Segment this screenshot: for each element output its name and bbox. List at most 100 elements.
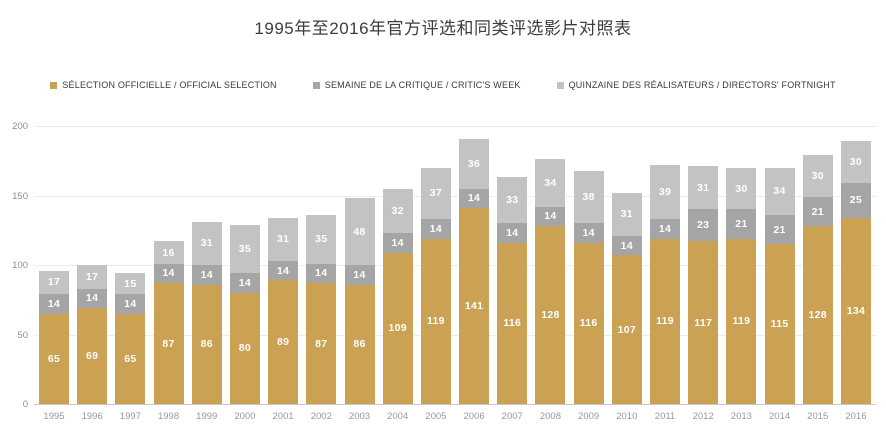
legend-swatch-critics-week xyxy=(312,81,320,89)
segment-critics-week-2003: 14 xyxy=(344,265,375,285)
segment-value-label: 25 xyxy=(849,194,863,207)
bar-2003: 86 14 48 2003 xyxy=(344,198,375,422)
plot-area: 65 14 17 1995 69 14 17 1996 65 14 15 1997 87 14 16 1998… xyxy=(12,121,876,422)
segment-value-label: 115 xyxy=(770,318,789,331)
x-tick-label-2011: 2011 xyxy=(654,411,676,422)
gridline-50 xyxy=(34,334,876,336)
segment-value-label: 30 xyxy=(849,156,863,169)
segment-critics-week-2015: 21 xyxy=(802,196,833,227)
segment-value-label: 39 xyxy=(658,186,672,199)
segment-official-selection-2015: 128 xyxy=(802,226,833,404)
x-tick-label-2004: 2004 xyxy=(387,411,409,422)
x-tick-label-2001: 2001 xyxy=(272,411,294,422)
bar-2010: 107 14 31 2010 xyxy=(611,192,642,422)
bar-2008: 128 14 34 2008 xyxy=(535,159,566,422)
segment-directors-fortnight-2008: 34 xyxy=(535,159,566,207)
x-tick-label-1998: 1998 xyxy=(157,411,180,422)
segment-directors-fortnight-2016: 30 xyxy=(840,141,871,183)
segment-value-label: 128 xyxy=(541,309,560,322)
segment-value-label: 14 xyxy=(276,264,290,277)
x-tick-label-2013: 2013 xyxy=(730,411,752,422)
x-tick-label-2006: 2006 xyxy=(463,411,485,422)
segment-value-label: 31 xyxy=(697,181,710,194)
segment-value-label: 31 xyxy=(276,233,290,246)
segment-critics-week-2014: 21 xyxy=(764,215,795,245)
segment-value-label: 14 xyxy=(391,236,404,249)
segment-value-label: 65 xyxy=(124,352,137,365)
segment-official-selection-2001: 89 xyxy=(268,280,299,404)
segment-value-label: 14 xyxy=(124,297,137,310)
segment-value-label: 21 xyxy=(773,223,786,236)
segment-value-label: 16 xyxy=(162,246,175,259)
segment-value-label: 65 xyxy=(47,352,61,365)
bar-2002: 87 14 35 2002 xyxy=(306,215,337,422)
segment-directors-fortnight-2011: 39 xyxy=(650,164,680,220)
bar-2000: 80 14 35 2000 xyxy=(229,224,260,422)
segment-critics-week-2004: 14 xyxy=(382,233,413,253)
y-tick-label-200: 200 xyxy=(12,121,28,132)
segment-value-label: 89 xyxy=(276,336,290,349)
segment-official-selection-2007: 116 xyxy=(497,242,528,404)
segment-value-label: 119 xyxy=(656,315,674,328)
segment-value-label: 32 xyxy=(391,204,404,217)
legend-label-official-selection: SÉLECTION OFFICIELLE / OFFICIAL SELECTIO… xyxy=(62,80,277,90)
bar-2015: 128 21 30 2015 xyxy=(802,155,833,422)
x-tick-label-2007: 2007 xyxy=(501,411,523,422)
segment-directors-fortnight-2015: 30 xyxy=(802,155,833,197)
segment-directors-fortnight-2014: 34 xyxy=(764,167,795,216)
segment-official-selection-2000: 80 xyxy=(229,292,260,404)
segment-critics-week-2010: 14 xyxy=(611,235,642,256)
segment-value-label: 48 xyxy=(353,225,366,238)
segment-value-label: 35 xyxy=(238,243,252,256)
bar-1998: 87 14 16 1998 xyxy=(153,241,184,422)
segment-directors-fortnight-2003: 48 xyxy=(344,198,375,265)
segment-critics-week-2008: 14 xyxy=(535,206,566,227)
segment-directors-fortnight-1995: 17 xyxy=(39,270,69,295)
segment-value-label: 34 xyxy=(544,176,557,189)
segment-official-selection-1997: 65 xyxy=(115,313,146,404)
segment-value-label: 87 xyxy=(315,337,328,350)
segment-critics-week-1997: 14 xyxy=(115,294,146,314)
segment-value-label: 17 xyxy=(86,270,99,283)
segment-official-selection-2009: 116 xyxy=(573,242,604,404)
x-tick-label-2010: 2010 xyxy=(616,411,638,422)
bar-1997: 65 14 15 1997 xyxy=(115,273,146,422)
x-tick-label-2005: 2005 xyxy=(425,411,447,422)
segment-official-selection-2002: 87 xyxy=(306,283,337,404)
bar-1995: 65 14 17 1995 xyxy=(39,270,69,422)
segment-value-label: 119 xyxy=(426,315,445,328)
segment-directors-fortnight-1999: 31 xyxy=(191,221,222,265)
segment-directors-fortnight-2010: 31 xyxy=(611,192,642,236)
segment-value-label: 86 xyxy=(353,338,366,351)
segment-critics-week-1996: 14 xyxy=(77,288,108,309)
x-tick-label-2003: 2003 xyxy=(348,411,371,422)
segment-directors-fortnight-2004: 32 xyxy=(382,188,413,233)
segment-critics-week-2009: 14 xyxy=(573,223,604,243)
segment-official-selection-1996: 69 xyxy=(77,308,108,404)
segment-critics-week-1999: 14 xyxy=(191,265,222,285)
segment-value-label: 38 xyxy=(582,190,595,203)
y-tick-label-150: 150 xyxy=(12,190,28,202)
bar-2006: 141 14 36 2006 xyxy=(459,138,490,422)
segment-official-selection-2008: 128 xyxy=(535,226,566,404)
segment-official-selection-2010: 107 xyxy=(611,255,642,404)
segment-official-selection-2012: 117 xyxy=(688,241,719,404)
segment-value-label: 21 xyxy=(735,218,748,231)
segment-value-label: 14 xyxy=(162,267,175,280)
segment-critics-week-2011: 14 xyxy=(650,219,680,239)
segment-critics-week-2002: 14 xyxy=(306,263,337,284)
gridline-150 xyxy=(34,195,876,197)
segment-directors-fortnight-2001: 31 xyxy=(268,217,299,261)
legend: SÉLECTION OFFICIELLE / OFFICIAL SELECTIO… xyxy=(0,80,886,90)
bar-2013: 119 21 30 2013 xyxy=(726,167,757,422)
segment-value-label: 15 xyxy=(124,277,137,290)
segment-critics-week-2001: 14 xyxy=(268,260,299,281)
legend-swatch-official-selection xyxy=(50,81,58,89)
segment-directors-fortnight-2005: 37 xyxy=(420,167,451,220)
segment-directors-fortnight-2012: 31 xyxy=(688,166,719,210)
x-tick-label-1996: 1996 xyxy=(81,411,103,422)
bar-2016: 134 25 30 2016 xyxy=(840,141,871,422)
segment-value-label: 128 xyxy=(808,309,827,322)
bars-row: 65 14 17 1995 69 14 17 1996 65 14 15 1997 87 14 16 1998… xyxy=(39,138,871,422)
segment-official-selection-2004: 109 xyxy=(382,252,413,404)
